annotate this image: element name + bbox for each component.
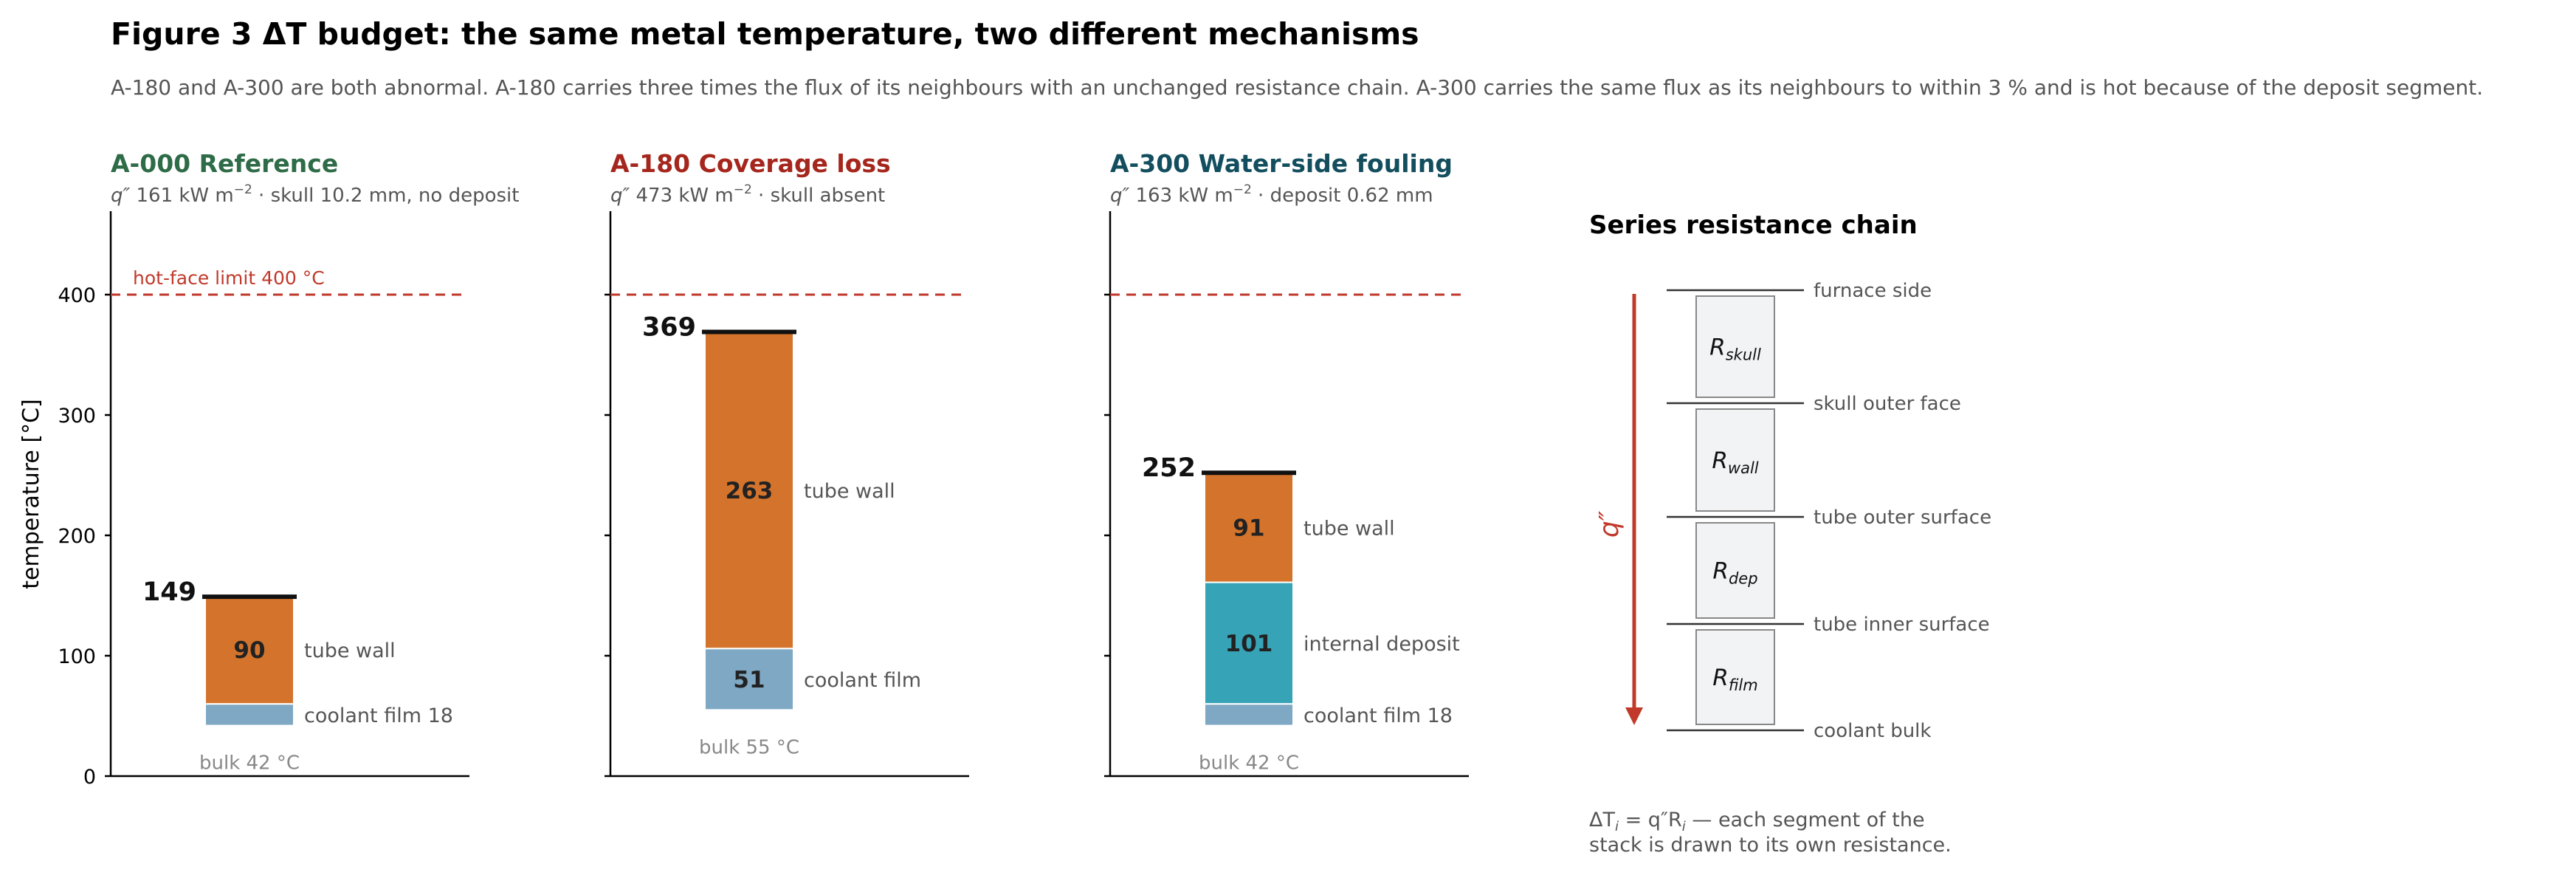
segment-side-label: tube wall: [1304, 517, 1395, 540]
resistance-chain: Series resistance chain furnace side skull…: [1589, 210, 1991, 857]
note-subscript: i: [1682, 819, 1686, 834]
resistor-symbol: R: [1709, 335, 1726, 361]
note-delta-t: ΔT: [1589, 809, 1615, 831]
flux-symbol: q″: [111, 185, 131, 207]
segment-value-label: 101: [1225, 631, 1273, 657]
resistor-label: Rfilm: [1712, 665, 1757, 694]
panel-id: A-300: [1110, 149, 1190, 178]
panel-heading: A-000 Reference: [111, 149, 338, 178]
bulk-temperature-label: bulk 42 °C: [199, 752, 300, 775]
metal-temperature-label: 149: [142, 577, 196, 607]
chain-title: Series resistance chain: [1589, 210, 1918, 240]
y-tick-label: 400: [58, 284, 96, 307]
chain-level-label: skull outer face: [1814, 393, 1961, 415]
resistor-label: Rwall: [1712, 447, 1758, 477]
flux-unit-exponent: −2: [234, 182, 252, 197]
flux-value: 163 kW m: [1129, 185, 1233, 207]
panel-subtitle-rest: · skull absent: [752, 185, 885, 207]
resistor-subscript: dep: [1729, 570, 1758, 588]
resistor-subscript: wall: [1728, 459, 1759, 477]
panel-A-180: A-180 Coverage loss q″ 473 kW m−2 · skull…: [605, 149, 969, 778]
panel-id: A-180: [610, 149, 690, 178]
resistor-symbol: R: [1712, 665, 1729, 691]
segment-side-label: coolant film: [804, 669, 921, 692]
panel-heading: A-300 Water-side fouling: [1110, 149, 1453, 178]
figure-caption: A-180 and A-300 are both abnormal. A-180…: [111, 75, 2483, 100]
segment-side-label: internal deposit: [1304, 633, 1460, 656]
flux-value: 473 kW m: [630, 185, 734, 207]
flux-symbol: q″: [1110, 185, 1130, 207]
chain-level-label: tube outer surface: [1814, 507, 1991, 529]
flux-value: 161 kW m: [130, 185, 234, 207]
bar-segment-tube-wall: [1204, 472, 1294, 583]
y-tick-label: 100: [58, 645, 96, 668]
panel-subtitle-rest: · deposit 0.62 mm: [1252, 185, 1433, 207]
chain-level-label: tube inner surface: [1814, 614, 1990, 636]
segment-side-label: coolant film 18: [304, 704, 453, 727]
metal-temperature-label: 369: [642, 313, 696, 343]
segment-value-label: 51: [733, 667, 765, 693]
segment-side-label: tube wall: [804, 480, 895, 503]
hot-face-limit-label: hot-face limit 400 °C: [133, 267, 325, 289]
panel-heading-label: Water-side fouling: [1190, 149, 1453, 178]
bar-segment-coolant-film: [204, 703, 295, 727]
flux-unit-exponent: −2: [1233, 182, 1252, 197]
segment-value-label: 90: [233, 637, 265, 664]
bar-segment-coolant-film: [704, 648, 794, 711]
resistor-box: [1695, 408, 1775, 512]
figure-title: Figure 3 ΔT budget: the same metal tempe…: [111, 16, 1419, 52]
segment-side-label: tube wall: [304, 639, 396, 662]
panel-subtitle-rest: · skull 10.2 mm, no deposit: [252, 185, 520, 207]
flux-arrow-head: [1625, 707, 1643, 725]
bulk-temperature-label: bulk 55 °C: [699, 736, 799, 758]
resistor-symbol: R: [1712, 447, 1728, 474]
chain-note-line-1: ΔTi = q″Ri — each segment of the: [1589, 809, 1925, 834]
panel-id: A-000: [111, 149, 190, 178]
resistor-subscript: film: [1729, 676, 1758, 694]
y-tick-label: 300: [58, 405, 96, 428]
panel-heading-label: Coverage loss: [690, 149, 891, 178]
y-tick-label: 200: [58, 525, 96, 548]
chain-note-line-2: stack is drawn to its own resistance.: [1589, 834, 1952, 857]
bar-segment-coolant-film: [1204, 703, 1294, 727]
panel-subtitle: q″ 163 kW m−2 · deposit 0.62 mm: [1110, 182, 1433, 207]
panel-A-300: A-300 Water-side fouling q″ 163 kW m−2 · …: [1104, 149, 1469, 778]
bulk-temperature-label: bulk 42 °C: [1199, 752, 1299, 775]
flux-arrow-label: q″: [1594, 510, 1625, 538]
bar-segment-tube-wall: [704, 331, 794, 650]
resistor-box: [1695, 522, 1775, 619]
note-subscript: i: [1615, 819, 1619, 834]
segment-value-label: 263: [726, 478, 774, 504]
resistor-subscript: skull: [1726, 346, 1761, 364]
flux-unit-exponent: −2: [734, 182, 752, 197]
panel-A-000: A-000 Reference q″ 161 kW m−2 · skull 10.…: [18, 149, 519, 789]
resistor-box: [1695, 295, 1775, 398]
y-axis-label: temperature [°C]: [18, 399, 44, 589]
panel-heading-label: Reference: [190, 149, 338, 178]
y-tick-label: 0: [83, 766, 96, 789]
note-rest: — each segment of the: [1686, 809, 1925, 831]
metal-temperature-label: 252: [1142, 453, 1196, 483]
resistor-label: Rskull: [1709, 335, 1761, 364]
panel-subtitle: q″ 473 kW m−2 · skull absent: [610, 182, 885, 207]
panel-subtitle: q″ 161 kW m−2 · skull 10.2 mm, no deposi…: [111, 182, 519, 207]
chain-level-label: furnace side: [1814, 280, 1932, 302]
segment-value-label: 91: [1233, 515, 1264, 541]
panel-heading: A-180 Coverage loss: [610, 149, 891, 178]
note-equation: = q″R: [1619, 809, 1682, 831]
resistor-label: Rdep: [1712, 558, 1757, 588]
resistor-box: [1695, 629, 1775, 725]
flux-symbol: q″: [610, 185, 630, 207]
resistor-symbol: R: [1712, 558, 1729, 585]
segment-side-label: coolant film 18: [1304, 704, 1453, 727]
chain-level-label: coolant bulk: [1814, 720, 1931, 742]
